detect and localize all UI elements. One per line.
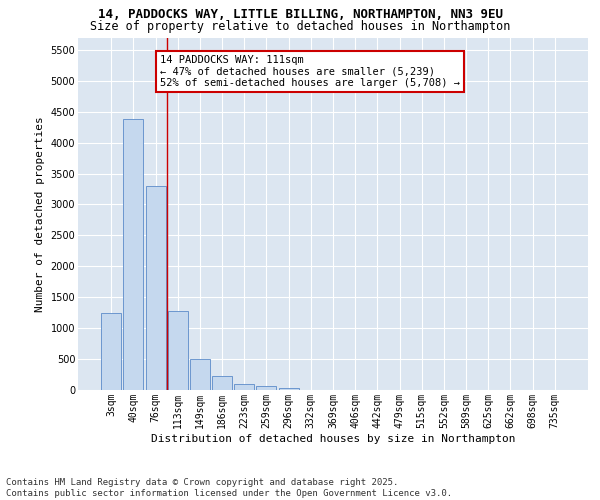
- Bar: [168, 311, 188, 390]
- Text: 14, PADDOCKS WAY, LITTLE BILLING, NORTHAMPTON, NN3 9EU: 14, PADDOCKS WAY, LITTLE BILLING, NORTHA…: [97, 8, 503, 20]
- Bar: [234, 384, 254, 390]
- Bar: [256, 386, 277, 390]
- X-axis label: Distribution of detached houses by size in Northampton: Distribution of detached houses by size …: [151, 434, 515, 444]
- Bar: [212, 376, 232, 390]
- Bar: [146, 186, 166, 390]
- Text: Size of property relative to detached houses in Northampton: Size of property relative to detached ho…: [90, 20, 510, 33]
- Bar: [101, 312, 121, 390]
- Bar: [124, 119, 143, 390]
- Y-axis label: Number of detached properties: Number of detached properties: [35, 116, 45, 312]
- Text: 14 PADDOCKS WAY: 111sqm
← 47% of detached houses are smaller (5,239)
52% of semi: 14 PADDOCKS WAY: 111sqm ← 47% of detache…: [160, 55, 460, 88]
- Text: Contains HM Land Registry data © Crown copyright and database right 2025.
Contai: Contains HM Land Registry data © Crown c…: [6, 478, 452, 498]
- Bar: [190, 359, 210, 390]
- Bar: [278, 388, 299, 390]
